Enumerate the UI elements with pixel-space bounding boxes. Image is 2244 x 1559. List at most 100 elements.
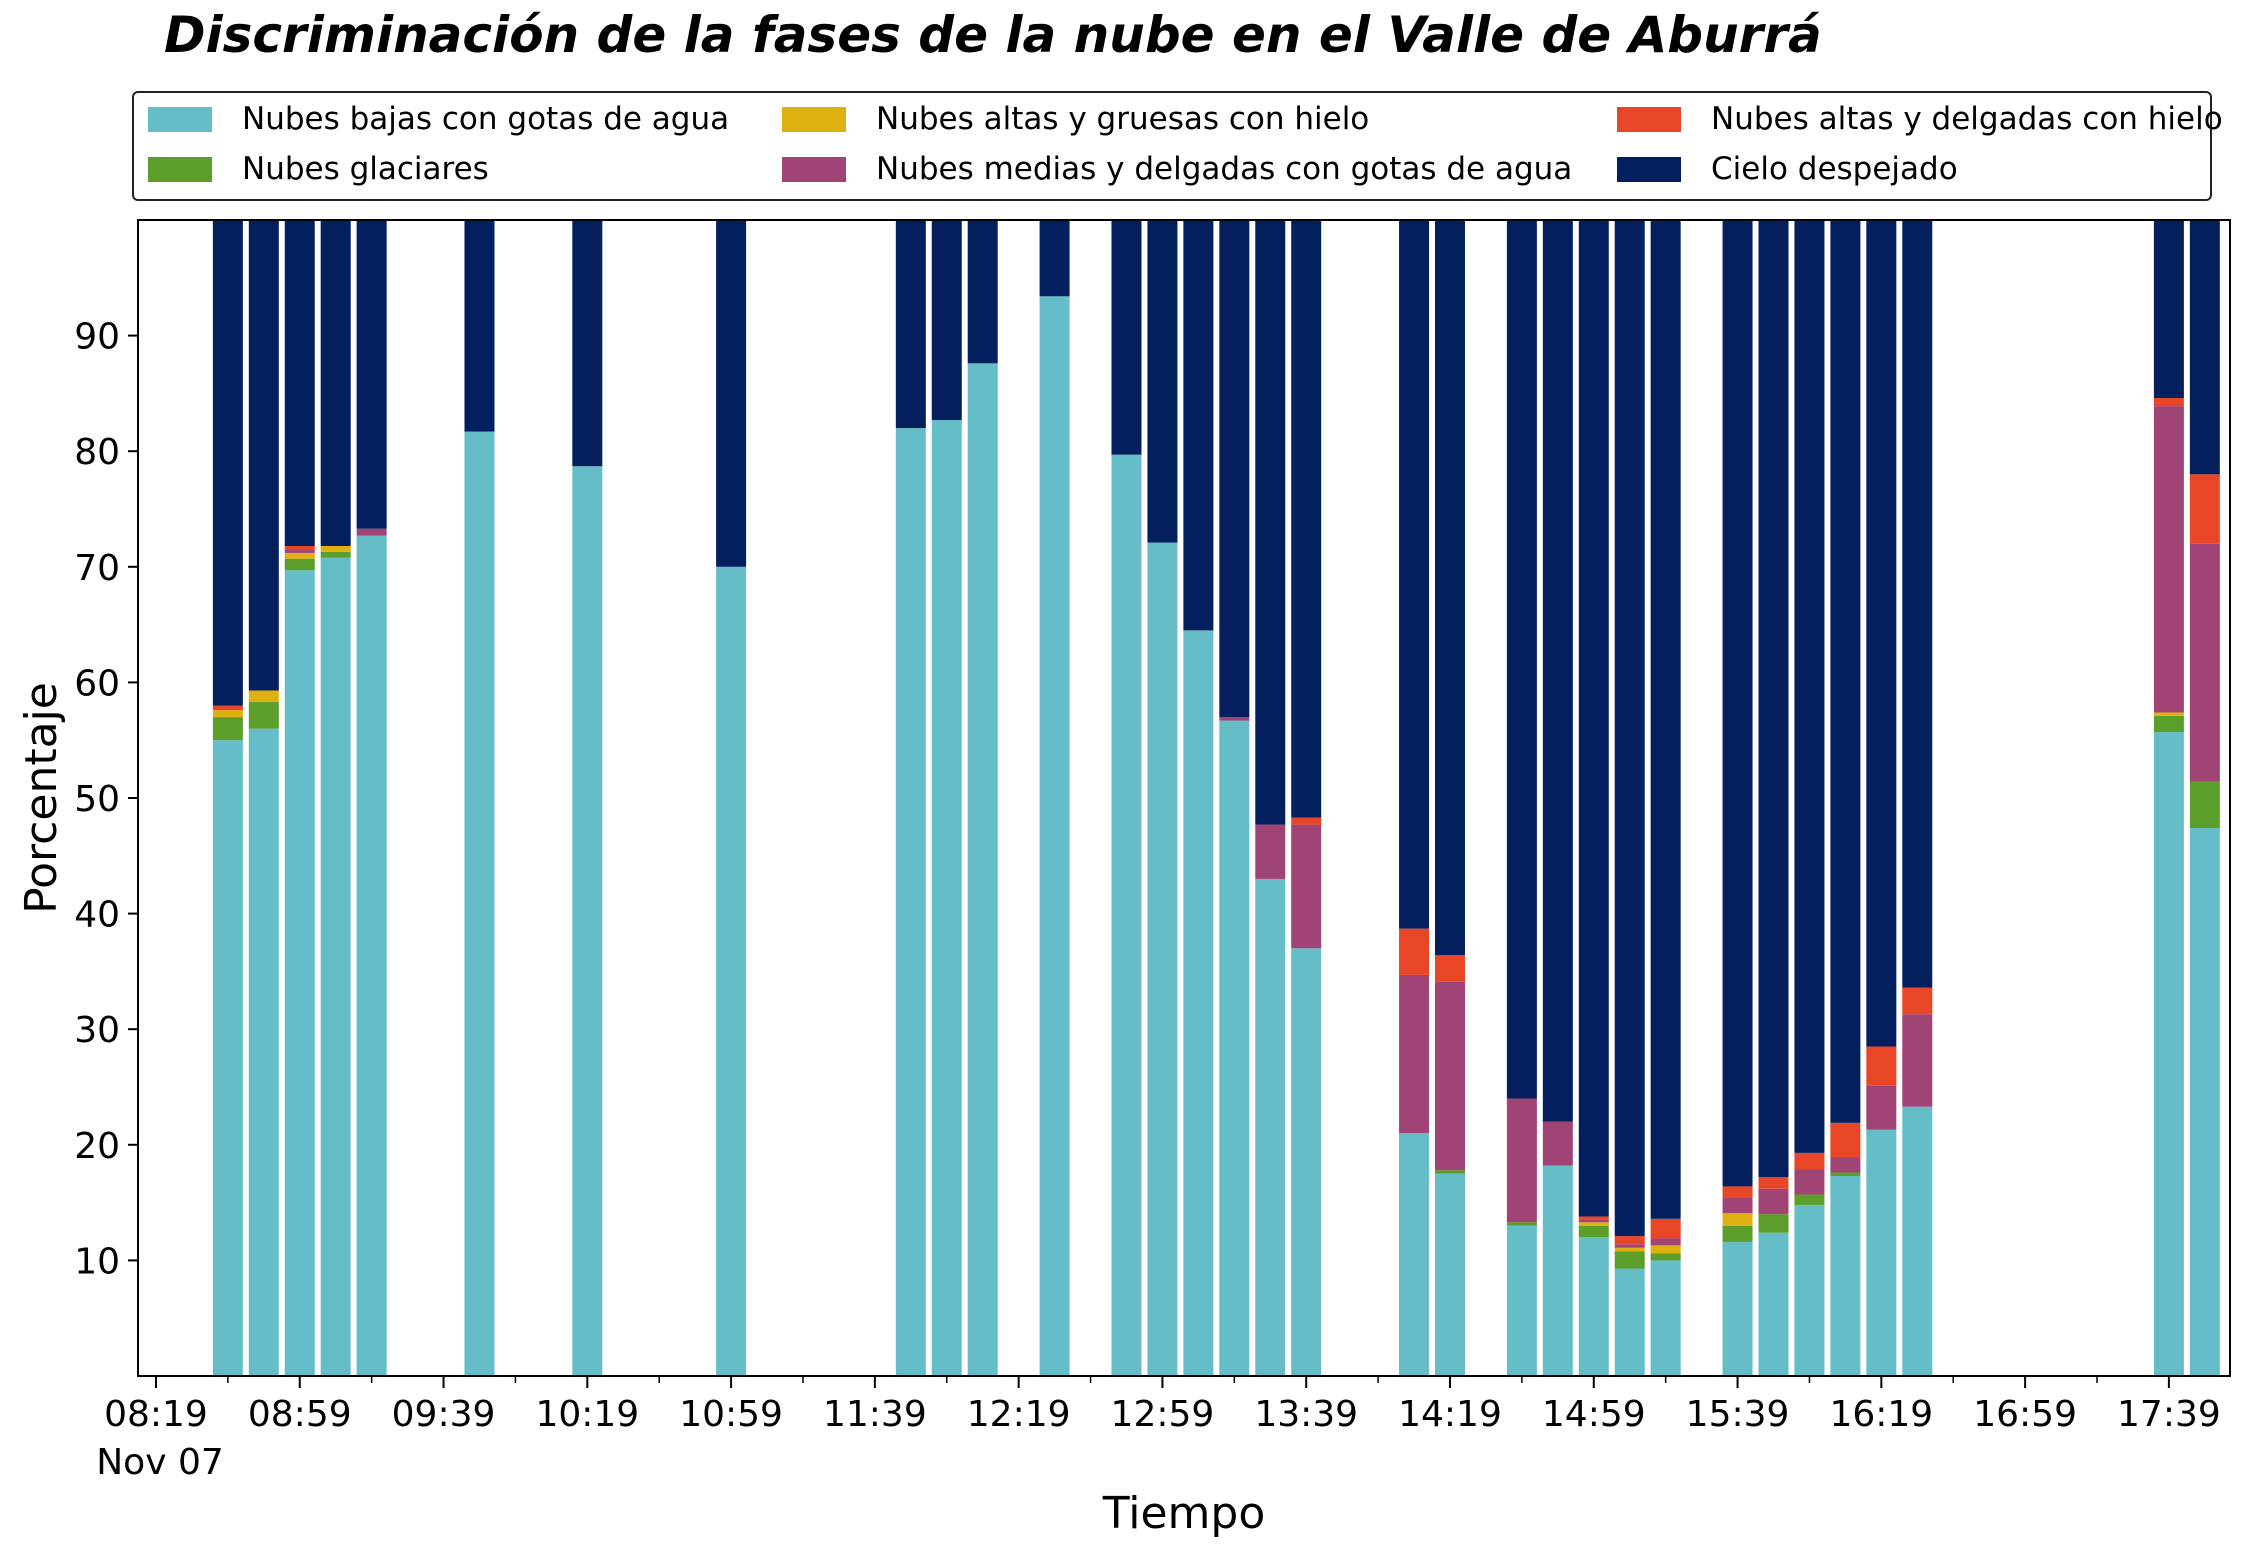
legend-swatch xyxy=(1617,156,1681,182)
bar-segment xyxy=(1866,1129,1897,1376)
x-tick-label: 14:19 xyxy=(1398,1394,1502,1435)
bar-segment xyxy=(895,428,926,1377)
legend-swatch xyxy=(782,156,846,182)
bar-segment xyxy=(2153,732,2184,1376)
bar-segment xyxy=(1255,878,1286,1376)
y-tick-label: 70 xyxy=(74,548,120,589)
bar-segment xyxy=(1291,948,1322,1376)
bar-segment xyxy=(1578,1237,1609,1376)
bar-segment xyxy=(1183,220,1214,631)
bar-segment xyxy=(1578,1222,1609,1226)
bar-segment xyxy=(1147,220,1178,543)
bar-segment xyxy=(1219,720,1250,1376)
bar-segment xyxy=(1219,717,1250,721)
bar-segment xyxy=(320,220,351,546)
bar-segment xyxy=(284,570,315,1376)
legend-item: Nubes medias y delgadas con gotas de agu… xyxy=(782,149,1572,189)
bar-segment xyxy=(464,220,495,432)
bar-segment xyxy=(212,220,243,706)
bar-segment xyxy=(212,717,243,741)
bar-segment xyxy=(1578,1216,1609,1220)
bar-segment xyxy=(320,557,351,1376)
bar-segment xyxy=(1542,1121,1573,1166)
bar-segment xyxy=(1650,1253,1681,1261)
bar-segment xyxy=(1291,817,1322,825)
bars-group xyxy=(212,220,2220,1377)
bar-segment xyxy=(1614,1268,1645,1376)
bar-segment xyxy=(464,431,495,1377)
bar-segment xyxy=(931,419,962,1376)
legend-label: Nubes bajas con gotas de agua xyxy=(242,101,730,137)
bar-segment xyxy=(212,705,243,711)
y-tick-label: 30 xyxy=(74,1010,120,1051)
bar-segment xyxy=(1399,220,1430,929)
bar-segment xyxy=(1614,1251,1645,1269)
x-tick-label: 08:19 xyxy=(104,1394,208,1435)
legend-label: Nubes glaciares xyxy=(242,151,489,187)
bar-segment xyxy=(1039,220,1070,297)
bar-segment xyxy=(931,220,962,420)
bar-segment xyxy=(1758,1177,1789,1189)
x-tick-label: 17:39 xyxy=(2117,1394,2221,1435)
bar-segment xyxy=(1614,1236,1645,1245)
bar-segment xyxy=(248,728,279,1376)
bar-segment xyxy=(212,740,243,1376)
bar-segment xyxy=(1650,1218,1681,1239)
bar-segment xyxy=(2189,220,2220,475)
bar-segment xyxy=(1614,1247,1645,1252)
bar-segment xyxy=(1506,220,1537,1099)
legend-swatch xyxy=(148,156,212,182)
x-tick-label: 10:59 xyxy=(679,1394,783,1435)
x-tick-label: 12:59 xyxy=(1111,1394,1215,1435)
chart-legend: Nubes bajas con gotas de agua Nubes glaci… xyxy=(132,91,2223,201)
bar-segment xyxy=(1183,630,1214,1376)
bar-segment xyxy=(2153,220,2184,399)
bar-segment xyxy=(1866,1046,1897,1086)
legend-item: Nubes glaciares xyxy=(148,149,489,189)
bar-segment xyxy=(284,552,315,559)
legend-swatch xyxy=(1617,106,1681,132)
legend-label: Nubes medias y delgadas con gotas de agu… xyxy=(876,151,1573,187)
y-tick-label: 80 xyxy=(74,432,120,473)
bar-segment xyxy=(1399,1133,1430,1376)
bar-segment xyxy=(1506,1222,1537,1226)
bar-segment xyxy=(1722,1197,1753,1214)
bar-segment xyxy=(1434,955,1465,982)
y-tick-label: 50 xyxy=(74,779,120,820)
legend-item: Cielo despejado xyxy=(1617,149,1958,189)
bar-segment xyxy=(1147,542,1178,1376)
bar-segment xyxy=(1434,981,1465,1171)
legend-label: Nubes altas y gruesas con hielo xyxy=(876,101,1370,137)
bar-segment xyxy=(320,545,351,552)
bar-segment xyxy=(1434,1170,1465,1174)
bar-segment xyxy=(1650,1238,1681,1246)
x-tick-label: 15:39 xyxy=(1686,1394,1790,1435)
legend-swatch xyxy=(148,106,212,132)
legend-label: Nubes altas y delgadas con hielo xyxy=(1711,101,2223,137)
bar-segment xyxy=(1722,220,1753,1187)
y-axis-label: Porcentaje xyxy=(16,682,67,914)
bar-segment xyxy=(1434,220,1465,956)
bar-segment xyxy=(1866,1085,1897,1130)
bar-segment xyxy=(2153,715,2184,733)
bar-segment xyxy=(1758,1232,1789,1376)
bar-segment xyxy=(1794,1169,1825,1195)
bar-segment xyxy=(1722,1213,1753,1226)
bar-segment xyxy=(967,220,998,364)
x-date-label: Nov 07 xyxy=(96,1442,224,1483)
x-tick-label: 12:19 xyxy=(967,1394,1071,1435)
bar-segment xyxy=(1291,824,1322,949)
bar-segment xyxy=(1866,220,1897,1047)
bar-segment xyxy=(1758,1188,1789,1215)
bar-segment xyxy=(1578,220,1609,1217)
bar-segment xyxy=(2153,398,2184,407)
bar-segment xyxy=(2189,474,2220,544)
bar-segment xyxy=(1111,454,1142,1377)
bar-segment xyxy=(1794,1194,1825,1205)
bar-segment xyxy=(1542,220,1573,1122)
bar-segment xyxy=(1506,1225,1537,1376)
bar-segment xyxy=(284,545,315,550)
bar-segment xyxy=(1902,987,1933,1015)
bar-segment xyxy=(248,690,279,703)
bar-segment xyxy=(1830,1157,1861,1173)
